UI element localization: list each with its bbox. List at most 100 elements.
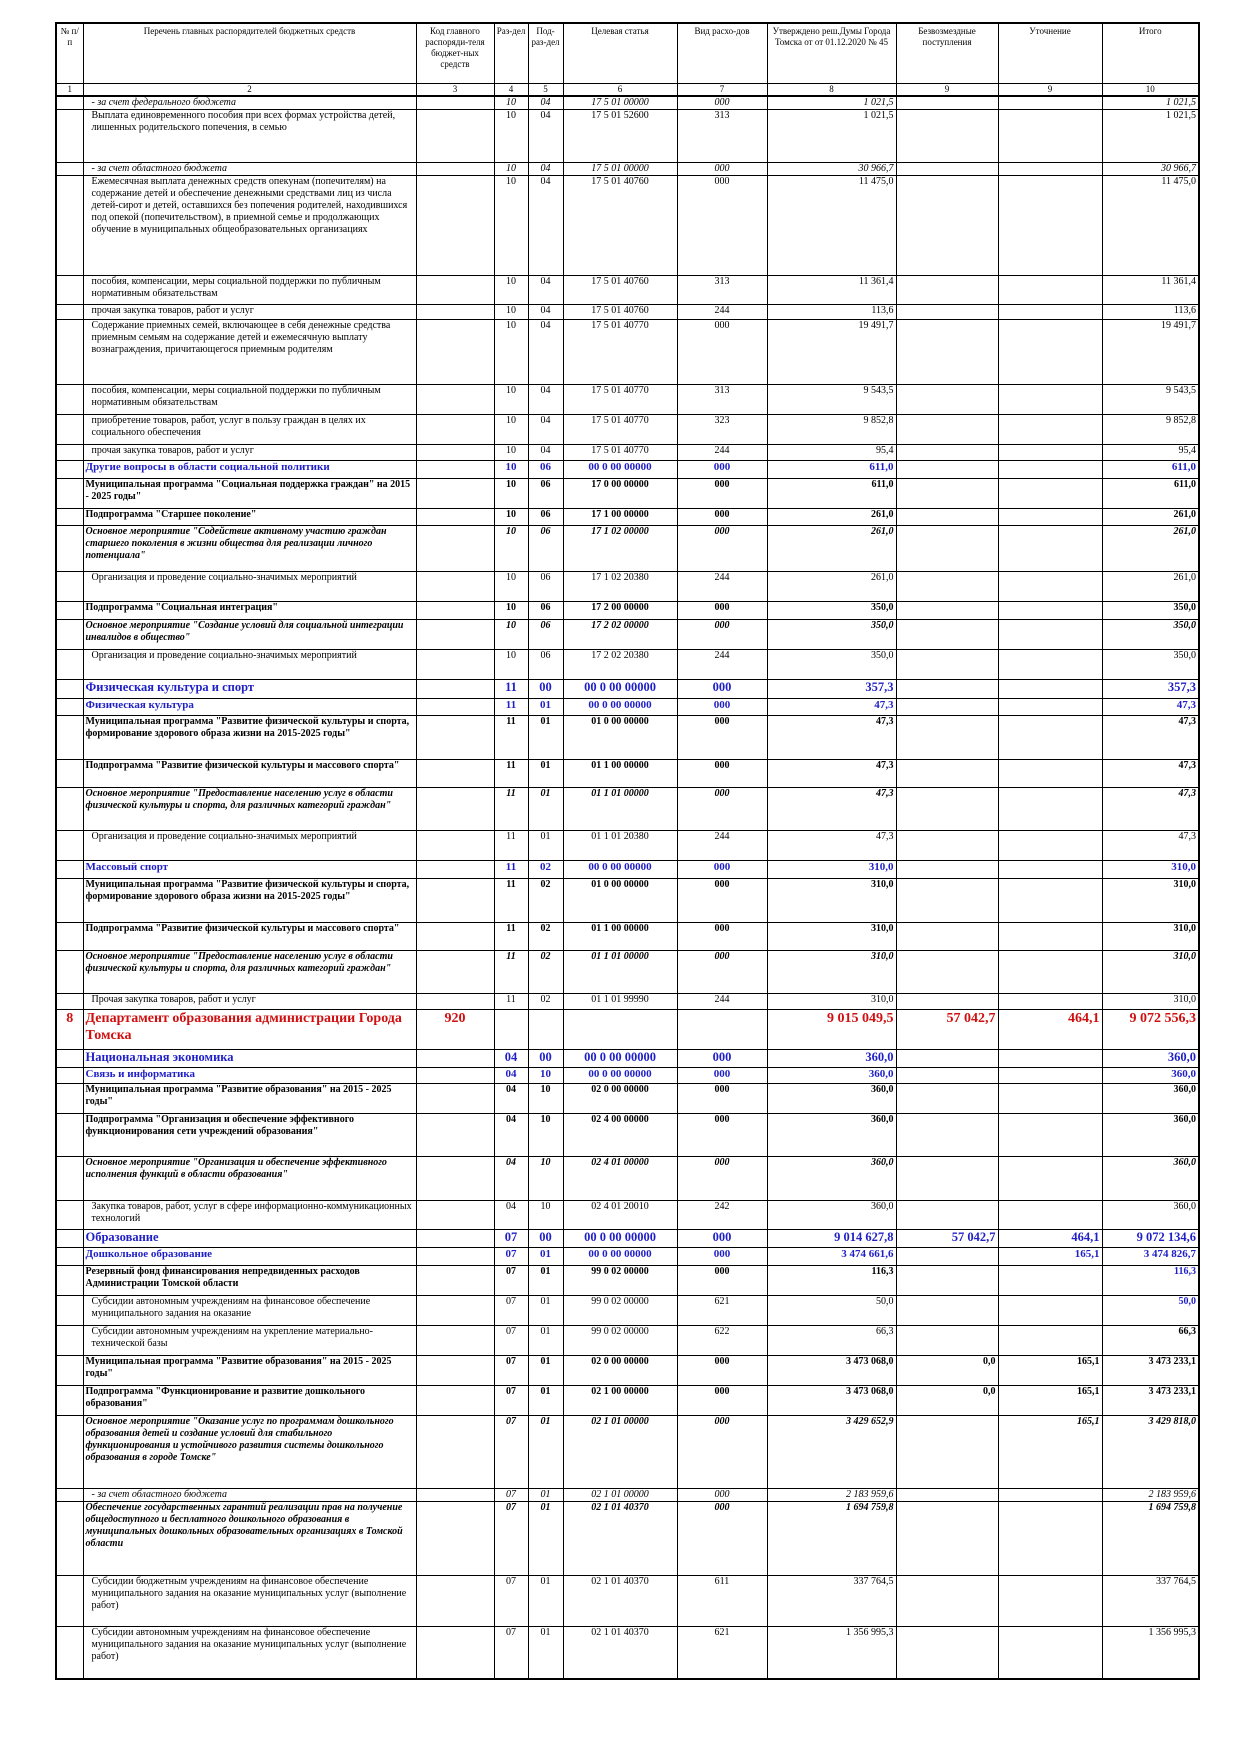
row-cell: 000 bbox=[676, 1229, 768, 1248]
table-row: Организация и проведение социально-значи… bbox=[55, 649, 1200, 680]
column-number: 8 bbox=[766, 82, 897, 97]
row-cell bbox=[415, 715, 495, 760]
row-cell: 47,3 bbox=[1101, 715, 1200, 760]
row-cell: 1 694 759,8 bbox=[1101, 1501, 1200, 1576]
row-cell bbox=[562, 1009, 678, 1050]
row-cell bbox=[895, 619, 999, 650]
row-cell: 165,1 bbox=[997, 1247, 1103, 1266]
budget-table-wrap: № п/п Перечень главных распорядителей бюд… bbox=[55, 22, 1200, 1680]
row-cell: 07 bbox=[493, 1501, 529, 1576]
row-name: Связь и информатика bbox=[82, 1067, 417, 1084]
row-cell: 01 0 00 00000 bbox=[562, 715, 678, 760]
budget-table: № п/п Перечень главных распорядителей бюд… bbox=[55, 22, 1200, 1680]
row-name: Муниципальная программа "Социальная подд… bbox=[82, 478, 417, 509]
row-cell: 02 4 00 00000 bbox=[562, 1113, 678, 1157]
table-row: Физическая культура и спорт 11 00 00 0 00 0… bbox=[55, 679, 1200, 699]
header-cell: Раз-дел bbox=[493, 22, 529, 84]
column-number: 5 bbox=[527, 82, 564, 97]
row-cell: 04 bbox=[527, 384, 564, 415]
row-cell: 10 bbox=[493, 414, 529, 445]
row-cell bbox=[895, 1049, 999, 1068]
row-cell: 01 bbox=[527, 1575, 564, 1627]
row-cell: 17 2 02 20380 bbox=[562, 649, 678, 680]
row-cell bbox=[997, 525, 1103, 572]
row-cell: 04 bbox=[493, 1083, 529, 1114]
row-cell: 01 bbox=[527, 1355, 564, 1386]
row-cell: 000 bbox=[676, 878, 768, 923]
row-cell: 50,0 bbox=[766, 1295, 897, 1326]
table-row: Основное мероприятие "Создание условий д… bbox=[55, 619, 1200, 650]
table-row: Субсидии автономным учреждениям на финан… bbox=[55, 1295, 1200, 1326]
row-cell: 350,0 bbox=[766, 619, 897, 650]
row-name: Содержание приемных семей, включающее в … bbox=[82, 319, 417, 385]
row-cell: 261,0 bbox=[766, 508, 897, 526]
row-cell: 00 0 00 00000 bbox=[562, 1247, 678, 1266]
row-cell bbox=[895, 830, 999, 861]
row-cell: 11 475,0 bbox=[766, 175, 897, 276]
row-cell: 244 bbox=[676, 304, 768, 320]
row-cell bbox=[415, 860, 495, 879]
row-cell: 02 1 01 00000 bbox=[562, 1415, 678, 1489]
row-cell: 621 bbox=[676, 1626, 768, 1679]
row-cell: 10 bbox=[493, 319, 529, 385]
row-cell: 310,0 bbox=[766, 922, 897, 951]
row-cell: 04 bbox=[527, 162, 564, 176]
row-cell bbox=[55, 444, 84, 461]
row-cell: 1 356 995,3 bbox=[1101, 1626, 1200, 1679]
row-cell: 10 bbox=[493, 95, 529, 110]
table-row: Образование 07 00 00 0 00 00000 000 9 014 627… bbox=[55, 1229, 1200, 1248]
row-cell: 11 bbox=[493, 993, 529, 1010]
row-cell: 11 475,0 bbox=[1101, 175, 1200, 276]
row-cell: 04 bbox=[527, 95, 564, 110]
table-row: Подпрограмма "Развитие физической культу… bbox=[55, 922, 1200, 951]
table-row: Муниципальная программа "Развитие образо… bbox=[55, 1083, 1200, 1114]
row-cell bbox=[415, 679, 495, 699]
row-cell bbox=[895, 860, 999, 879]
row-cell: 337 764,5 bbox=[766, 1575, 897, 1627]
header-cell: Под-раз-дел bbox=[527, 22, 564, 84]
row-cell bbox=[415, 1415, 495, 1489]
table-row: Прочая закупка товаров, работ и услуг 11 0… bbox=[55, 993, 1200, 1010]
row-name: Образование bbox=[82, 1229, 417, 1248]
row-cell: 242 bbox=[676, 1200, 768, 1230]
column-number: 9 bbox=[895, 82, 999, 97]
row-cell: 01 bbox=[527, 715, 564, 760]
row-cell bbox=[997, 649, 1103, 680]
row-cell bbox=[895, 1415, 999, 1489]
row-cell: 310,0 bbox=[1101, 860, 1200, 879]
row-cell bbox=[55, 878, 84, 923]
row-cell: 00 0 00 00000 bbox=[562, 860, 678, 879]
row-cell: 02 1 01 40370 bbox=[562, 1501, 678, 1576]
row-cell: 10 bbox=[493, 508, 529, 526]
row-cell bbox=[55, 525, 84, 572]
row-cell bbox=[997, 698, 1103, 716]
row-cell: 11 bbox=[493, 698, 529, 716]
table-row: Муниципальная программа "Развитие образо… bbox=[55, 1355, 1200, 1386]
row-cell bbox=[997, 460, 1103, 479]
row-cell: 04 bbox=[527, 319, 564, 385]
row-cell bbox=[997, 759, 1103, 788]
row-cell bbox=[55, 384, 84, 415]
row-cell: 02 1 01 40370 bbox=[562, 1575, 678, 1627]
row-name: Основное мероприятие "Создание условий д… bbox=[82, 619, 417, 650]
row-cell: 165,1 bbox=[997, 1385, 1103, 1416]
row-cell bbox=[415, 1575, 495, 1627]
row-cell bbox=[55, 1247, 84, 1266]
row-cell bbox=[55, 679, 84, 699]
row-cell bbox=[415, 571, 495, 602]
row-cell: 313 bbox=[676, 384, 768, 415]
row-cell: 30 966,7 bbox=[766, 162, 897, 176]
row-cell bbox=[997, 1113, 1103, 1157]
row-cell bbox=[895, 649, 999, 680]
row-cell: 11 361,4 bbox=[1101, 275, 1200, 305]
row-cell: 000 bbox=[676, 922, 768, 951]
row-cell: 01 bbox=[527, 1385, 564, 1416]
row-cell bbox=[55, 275, 84, 305]
row-cell: 06 bbox=[527, 508, 564, 526]
row-cell bbox=[415, 1488, 495, 1502]
row-cell: 06 bbox=[527, 649, 564, 680]
row-cell: 310,0 bbox=[766, 950, 897, 994]
row-cell: 310,0 bbox=[1101, 922, 1200, 951]
row-cell bbox=[415, 109, 495, 163]
row-cell: 10 bbox=[493, 525, 529, 572]
